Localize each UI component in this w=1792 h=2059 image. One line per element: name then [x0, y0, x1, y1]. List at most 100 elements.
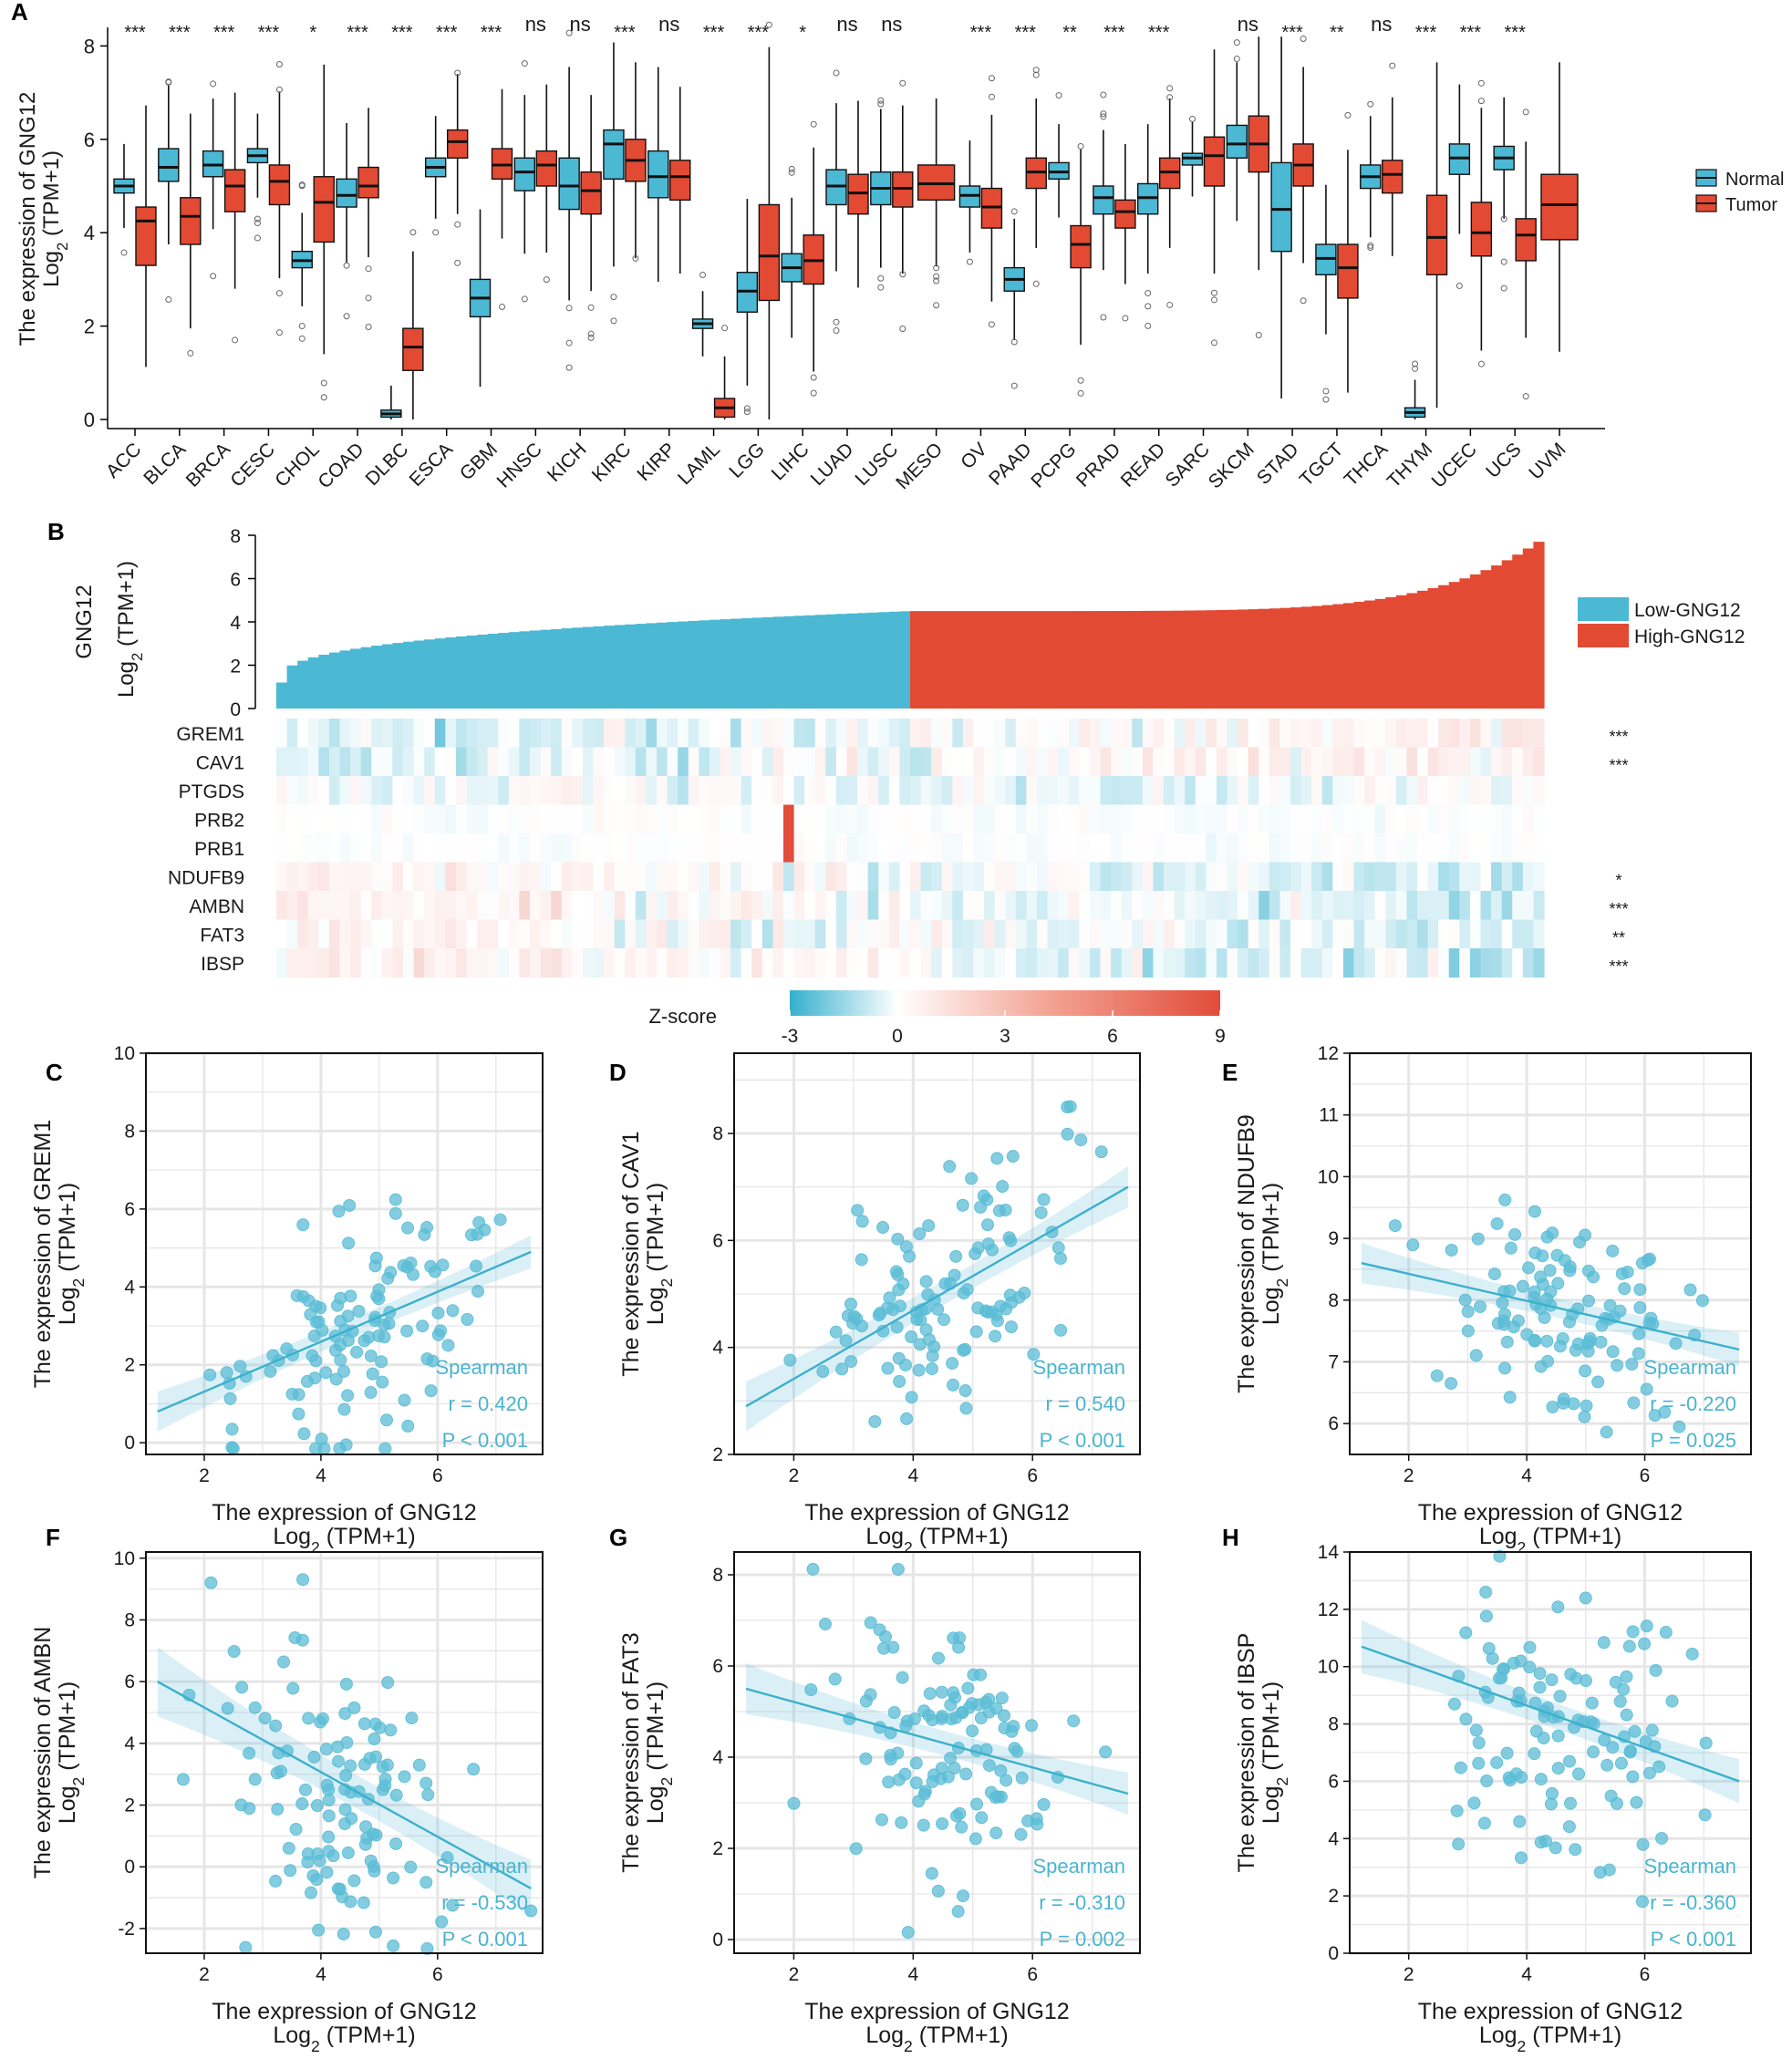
significance-label: *** — [258, 23, 280, 43]
heatmap-cell — [1300, 747, 1312, 777]
heatmap-cell — [1227, 919, 1238, 949]
heatmap-cell — [1079, 804, 1091, 834]
data-point — [1600, 1425, 1613, 1439]
heatmap-cell — [1342, 747, 1355, 777]
data-point — [1388, 1219, 1402, 1233]
heatmap-cell — [551, 919, 563, 949]
data-point — [248, 1773, 262, 1786]
heatmap-cell — [1417, 833, 1429, 863]
heatmap-cell — [1279, 862, 1291, 892]
heatmap-cell — [1153, 833, 1165, 863]
confidence-band — [746, 1662, 1128, 1816]
heatmap-cell — [551, 719, 563, 748]
tumor-box — [402, 327, 424, 371]
bar-low — [814, 615, 826, 709]
data-point — [979, 1695, 992, 1709]
heatmap-cell — [625, 804, 637, 834]
bar-high — [1185, 610, 1196, 709]
data-point — [1459, 1626, 1473, 1640]
bar-low — [561, 628, 573, 709]
heatmap-cell — [646, 776, 658, 805]
heatmap-cell — [1469, 948, 1482, 978]
heatmap-cell — [1015, 948, 1028, 978]
heatmap-cell — [1100, 948, 1112, 978]
heatmap-cell — [1026, 719, 1038, 748]
tumor-box — [1515, 218, 1537, 262]
heatmap-cell — [835, 919, 848, 949]
heatmap-cell — [899, 804, 911, 834]
y-tick-label: -2 — [118, 1919, 135, 1940]
bar-low — [477, 634, 489, 709]
y-tick-label: 6 — [712, 1230, 723, 1251]
data-point — [1473, 1299, 1486, 1313]
x-tick-label: UCS — [1482, 439, 1526, 482]
heatmap-cell — [582, 776, 595, 805]
heatmap-cell — [709, 776, 721, 805]
y-tick-label: 0 — [712, 1930, 723, 1950]
heatmap-cell — [1079, 719, 1091, 748]
bar-low — [487, 633, 499, 709]
heatmap-cell — [530, 891, 542, 920]
normal-outlier — [565, 305, 573, 312]
heatmap-cell — [1353, 719, 1365, 748]
normal-outlier — [1455, 282, 1463, 289]
heatmap-cell — [477, 747, 489, 777]
heatmap-cell — [709, 719, 721, 748]
data-point — [1051, 1241, 1065, 1255]
normal-outlier — [1145, 322, 1152, 329]
heatmap-cell — [392, 833, 404, 863]
heatmap-cell — [424, 948, 436, 978]
heatmap-cell — [646, 747, 658, 777]
normal-outlier — [165, 295, 172, 303]
data-point — [1538, 1310, 1551, 1324]
bar-low — [403, 641, 415, 709]
heatmap-cell — [635, 862, 647, 892]
data-point — [919, 1323, 933, 1337]
bar-high — [1385, 596, 1397, 709]
heatmap-cell — [381, 891, 394, 920]
heatmap-cell — [1512, 862, 1524, 892]
heatmap-cell — [339, 833, 351, 863]
heatmap-cell — [772, 948, 784, 978]
heatmap-cell — [371, 747, 383, 777]
heatmap-cell — [434, 804, 446, 834]
normal-box — [647, 150, 669, 199]
heatmap-cell — [952, 891, 964, 920]
x-tick-label: 2 — [789, 1964, 800, 1985]
data-point — [1642, 1766, 1656, 1780]
heatmap-cell — [888, 833, 901, 863]
data-point — [1490, 1755, 1504, 1769]
heatmap-cell — [572, 833, 584, 863]
x-axis-title: The expression of GNG12 — [1418, 1500, 1683, 1526]
heatmap-cell — [688, 804, 699, 834]
heatmap-cell — [1469, 804, 1482, 834]
heatmap-cell — [540, 719, 552, 748]
heatmap-cell — [783, 719, 795, 748]
heatmap-cell — [551, 776, 563, 805]
y-axis-title-units: Log2 (TPM+1) — [114, 561, 146, 698]
tumor-box — [1114, 199, 1136, 229]
significance-label: *** — [391, 23, 413, 43]
tumor-box — [313, 176, 335, 243]
heatmap-cell — [1100, 719, 1112, 748]
plot-frame — [733, 1551, 1141, 1954]
data-point — [1008, 1742, 1021, 1755]
heatmap-cell — [614, 948, 626, 978]
heatmap-cell — [1438, 719, 1450, 748]
heatmap-cell — [867, 804, 879, 834]
data-point — [783, 1353, 797, 1367]
heatmap-cell — [1427, 804, 1439, 834]
tumor-outlier — [933, 302, 940, 309]
tumor-box — [1203, 136, 1226, 187]
heatmap-cell — [1132, 919, 1144, 949]
tumor-box — [180, 197, 202, 245]
data-point — [352, 1304, 366, 1318]
data-point — [1469, 1723, 1483, 1737]
heatmap-cell — [878, 919, 890, 949]
heatmap-cell — [783, 776, 795, 805]
heatmap-cell — [1469, 719, 1482, 748]
heatmap-cell — [657, 862, 668, 892]
heatmap-cell — [1480, 804, 1492, 834]
regression-line — [1361, 1261, 1740, 1351]
